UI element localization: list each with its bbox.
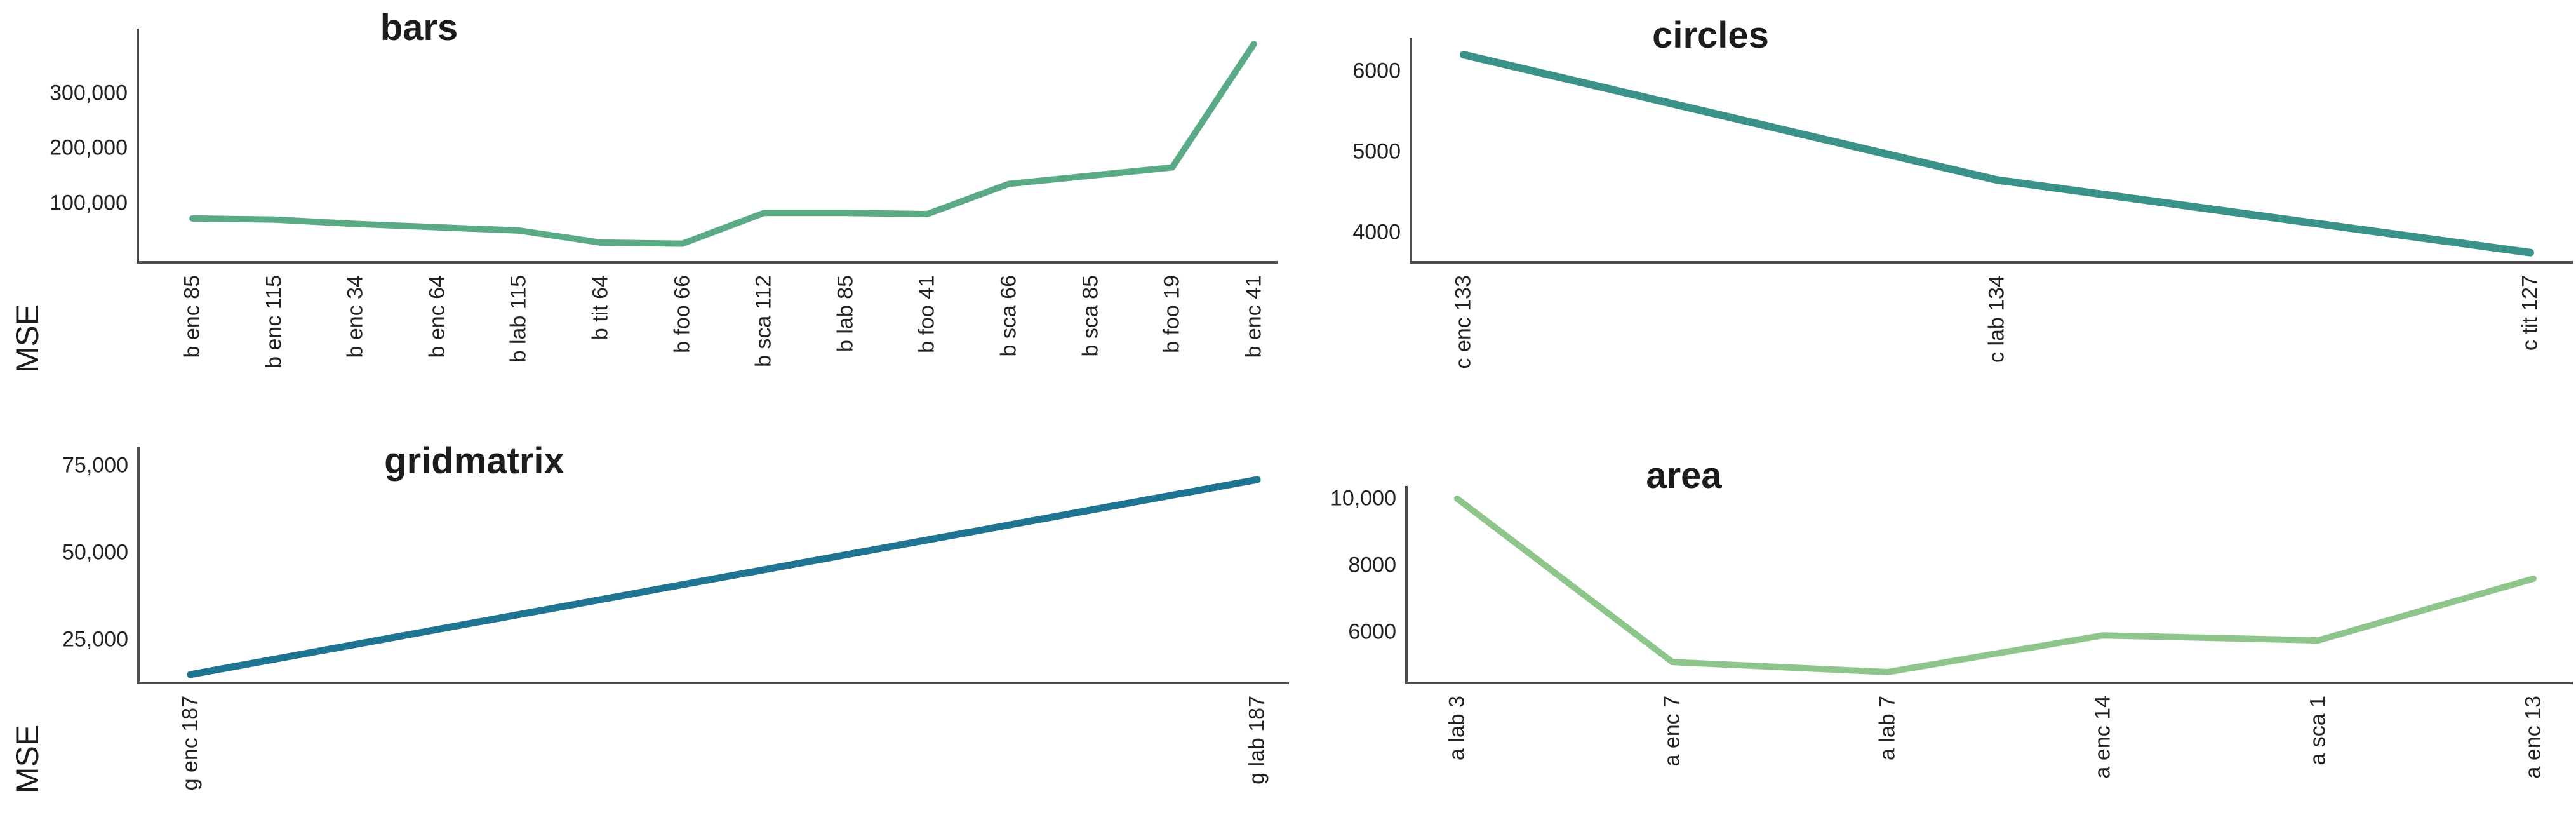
- chart-title: circles: [1652, 15, 1769, 56]
- y-tick-label: 6000: [1352, 58, 1401, 83]
- y-tick-label: 200,000: [50, 135, 128, 160]
- series-line: [189, 41, 1257, 247]
- y-tick-label: 5000: [1352, 139, 1401, 164]
- chart-title: gridmatrix: [384, 440, 564, 482]
- series-line: [187, 476, 1261, 678]
- y-tick-label: 100,000: [50, 191, 128, 215]
- x-tick-label: a lab 7: [1875, 696, 1900, 761]
- series-line: [1454, 495, 2537, 675]
- y-tick-label: 10,000: [1330, 486, 1396, 511]
- y-tick-label: 25,000: [62, 627, 128, 652]
- y-tick-label: 6000: [1348, 619, 1396, 644]
- chart-title: bars: [380, 7, 458, 48]
- x-tick-label: a enc 7: [1660, 696, 1685, 767]
- x-tick-label: a enc 13: [2521, 696, 2546, 779]
- x-tick-label: a sca 1: [2306, 696, 2330, 765]
- y-tick-label: 50,000: [62, 540, 128, 565]
- y-tick-label: 300,000: [50, 81, 128, 105]
- series-line: [1460, 51, 2534, 257]
- x-tick-label: a lab 3: [1445, 696, 1469, 761]
- y-tick-label: 8000: [1348, 553, 1396, 577]
- x-tick-label: a enc 14: [2090, 696, 2115, 779]
- chart-title: area: [1646, 455, 1722, 496]
- y-tick-label: 4000: [1352, 220, 1401, 245]
- y-tick-label: 75,000: [62, 453, 128, 478]
